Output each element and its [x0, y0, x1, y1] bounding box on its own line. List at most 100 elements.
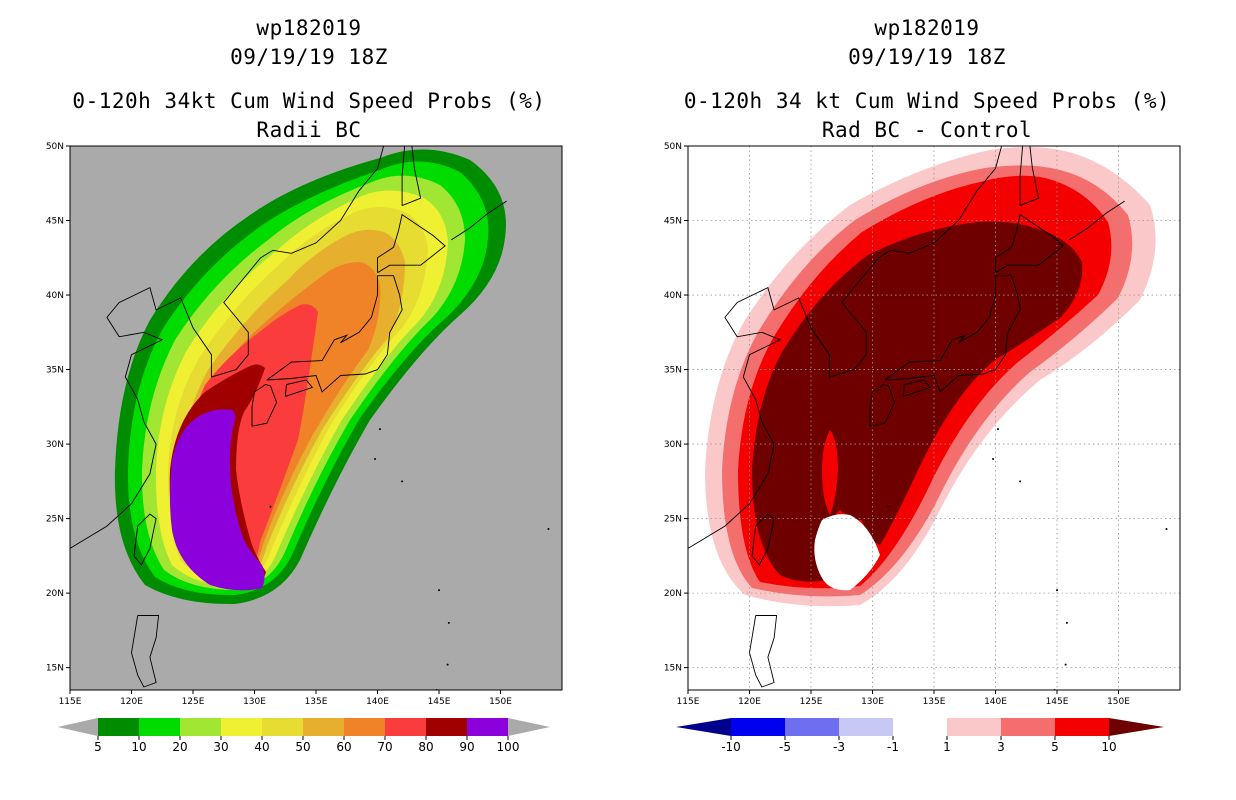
- colorbar-label: 5: [1051, 740, 1059, 754]
- colorbar-swatch-c10: [139, 718, 180, 736]
- lat-tick-label: 35N: [664, 366, 682, 376]
- colorbar-over-arrow: [1109, 718, 1164, 736]
- colorbar-label: 100: [497, 740, 520, 754]
- island-1: [1064, 663, 1067, 666]
- lat-tick-label: 50N: [46, 142, 64, 152]
- right-title-subtitle: Rad BC - Control: [821, 118, 1033, 142]
- colorbar-label: 40: [254, 740, 269, 754]
- island-5: [992, 457, 995, 460]
- lon-tick-label: 125E: [800, 697, 823, 707]
- colorbar-label: 3: [997, 740, 1005, 754]
- colorbar-swatch-c70: [385, 718, 426, 736]
- colorbar-label: 5: [94, 740, 102, 754]
- lon-tick-label: 135E: [923, 697, 946, 707]
- lon-tick-label: 135E: [305, 697, 328, 707]
- lon-tick-label: 145E: [428, 697, 451, 707]
- lat-tick-label: 40N: [46, 291, 64, 301]
- colorbar-swatch-c40: [262, 718, 303, 736]
- lat-tick-label: 30N: [46, 440, 64, 450]
- lat-tick-label: 30N: [664, 440, 682, 450]
- axis-ticks: 115E 120E 125E 130E 135E 140E 145E 150E 50N 45N 40…: [46, 142, 512, 707]
- colorbar: -10 -5 -3 -1 1 3 5 10: [676, 718, 1164, 754]
- colorbar-under-arrow: [676, 718, 731, 736]
- island-8: [547, 528, 550, 531]
- colorbar: 5 10 20 30 40 50 60 70 80 90 100: [58, 718, 550, 754]
- lat-tick-label: 20N: [664, 589, 682, 599]
- lon-tick-label: 115E: [59, 697, 82, 707]
- coastline-3: [284, 379, 314, 397]
- lon-tick-label: 130E: [243, 697, 266, 707]
- probability-contours: [114, 149, 506, 605]
- coastline-2: [869, 384, 896, 427]
- axis-ticks: 115E 120E 125E 130E 135E 140E 145E 150E 50N 45N 40…: [664, 142, 1130, 707]
- colorbar-swatch-c80: [426, 718, 467, 736]
- island-6: [996, 428, 999, 431]
- colorbar-swatch-c5: [98, 718, 139, 736]
- coastlines: [70, 146, 550, 690]
- prob-band-c90: [170, 409, 265, 591]
- left-title-subtitle: Radii BC: [256, 118, 362, 142]
- colorbar-swatch-p3: [1001, 718, 1055, 736]
- lat-tick-label: 25N: [46, 515, 64, 525]
- coastline-0: [70, 146, 385, 549]
- island-5: [374, 457, 377, 460]
- left-title-date: 09/19/19 18Z: [230, 45, 388, 69]
- lat-tick-label: 20N: [46, 589, 64, 599]
- colorbar-swatch-c50: [303, 718, 344, 736]
- lon-tick-label: 140E: [366, 697, 389, 707]
- diff-notch: [822, 430, 838, 515]
- colorbar-label: 1: [943, 740, 951, 754]
- right-panel: wp182019 09/19/19 18Z 0-120h 34 kt Cum W…: [618, 0, 1236, 800]
- lon-tick-label: 140E: [984, 697, 1007, 707]
- colorbar-label: -5: [779, 740, 791, 754]
- coastline-5: [377, 213, 446, 274]
- colorbar-swatch-n1: [839, 718, 893, 736]
- colorbar-label: 80: [418, 740, 433, 754]
- left-map: 115E 120E 125E 130E 135E 140E 145E 150E 50N 45N 40…: [46, 142, 563, 754]
- lat-tick-label: 25N: [664, 515, 682, 525]
- lat-tick-label: 35N: [46, 366, 64, 376]
- colorbar-swatch-zero: [893, 718, 947, 736]
- coastline-6: [1019, 146, 1040, 207]
- lon-tick-label: 130E: [861, 697, 884, 707]
- right-title-date: 09/19/19 18Z: [848, 45, 1006, 69]
- island-4: [401, 480, 404, 483]
- coastline-8: [451, 200, 507, 241]
- island-6: [378, 428, 381, 431]
- coastline-3: [902, 379, 932, 397]
- colorbar-swatch-n5: [731, 718, 785, 736]
- colorbar-swatch-c60: [344, 718, 385, 736]
- right-title-product: 0-120h 34 kt Cum Wind Speed Probs (%): [683, 89, 1171, 113]
- lat-tick-label: 15N: [664, 664, 682, 674]
- lat-tick-label: 40N: [664, 291, 682, 301]
- colorbar-label: 50: [295, 740, 310, 754]
- left-title-storm: wp182019: [256, 16, 362, 40]
- coastline-2: [251, 384, 278, 427]
- left-panel: wp182019 09/19/19 18Z 0-120h 34kt Cum Wi…: [46, 16, 563, 754]
- lat-tick-label: 15N: [46, 664, 64, 674]
- coastline-5: [995, 213, 1064, 274]
- colorbar-label: 10: [1101, 740, 1116, 754]
- coastline-7: [131, 615, 160, 688]
- colorbar-swatch-c20: [180, 718, 221, 736]
- lat-tick-label: 50N: [664, 142, 682, 152]
- lon-tick-label: 150E: [1107, 697, 1130, 707]
- coastline-6: [401, 146, 422, 207]
- lat-tick-label: 45N: [664, 217, 682, 227]
- colorbar-label: 60: [336, 740, 351, 754]
- left-title-product: 0-120h 34kt Cum Wind Speed Probs (%): [72, 89, 546, 113]
- colorbar-swatch-p1: [947, 718, 1001, 736]
- coastline-1: [751, 513, 775, 566]
- colorbar-label: 70: [377, 740, 392, 754]
- island-4: [1019, 480, 1022, 483]
- diff-hole: [814, 514, 880, 591]
- colorbar-swatch-p5: [1055, 718, 1109, 736]
- right-title-storm: wp182019: [874, 16, 980, 40]
- colorbar-label: -1: [887, 740, 899, 754]
- lon-tick-label: 115E: [677, 697, 700, 707]
- colorbar-label: -3: [833, 740, 845, 754]
- island-1: [446, 663, 449, 666]
- lon-tick-label: 145E: [1046, 697, 1069, 707]
- lon-tick-label: 125E: [182, 697, 205, 707]
- island-7: [887, 505, 890, 508]
